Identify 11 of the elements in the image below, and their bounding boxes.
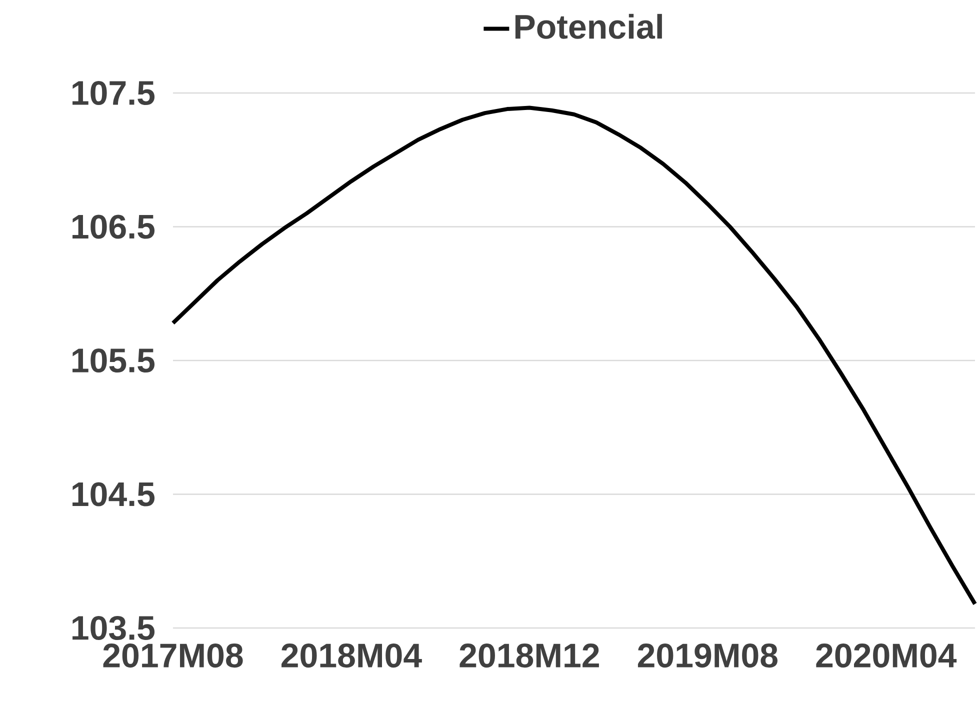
- y-tick-label: 103.5: [72, 616, 155, 640]
- x-tick-label: 2018M12: [460, 644, 599, 668]
- x-tick-label: 2019M08: [638, 644, 778, 668]
- x-tick-label: 2017M08: [103, 644, 243, 668]
- x-tick-label: 2018M04: [282, 644, 422, 668]
- x-tick-label: 2020M04: [816, 644, 957, 668]
- y-tick-label: 104.5: [72, 482, 155, 506]
- y-tick-label: 106.5: [72, 214, 155, 239]
- y-tick-label: 107.5: [72, 80, 155, 106]
- legend-label: Potencial: [515, 14, 662, 39]
- y-tick-label: 105.5: [72, 348, 155, 373]
